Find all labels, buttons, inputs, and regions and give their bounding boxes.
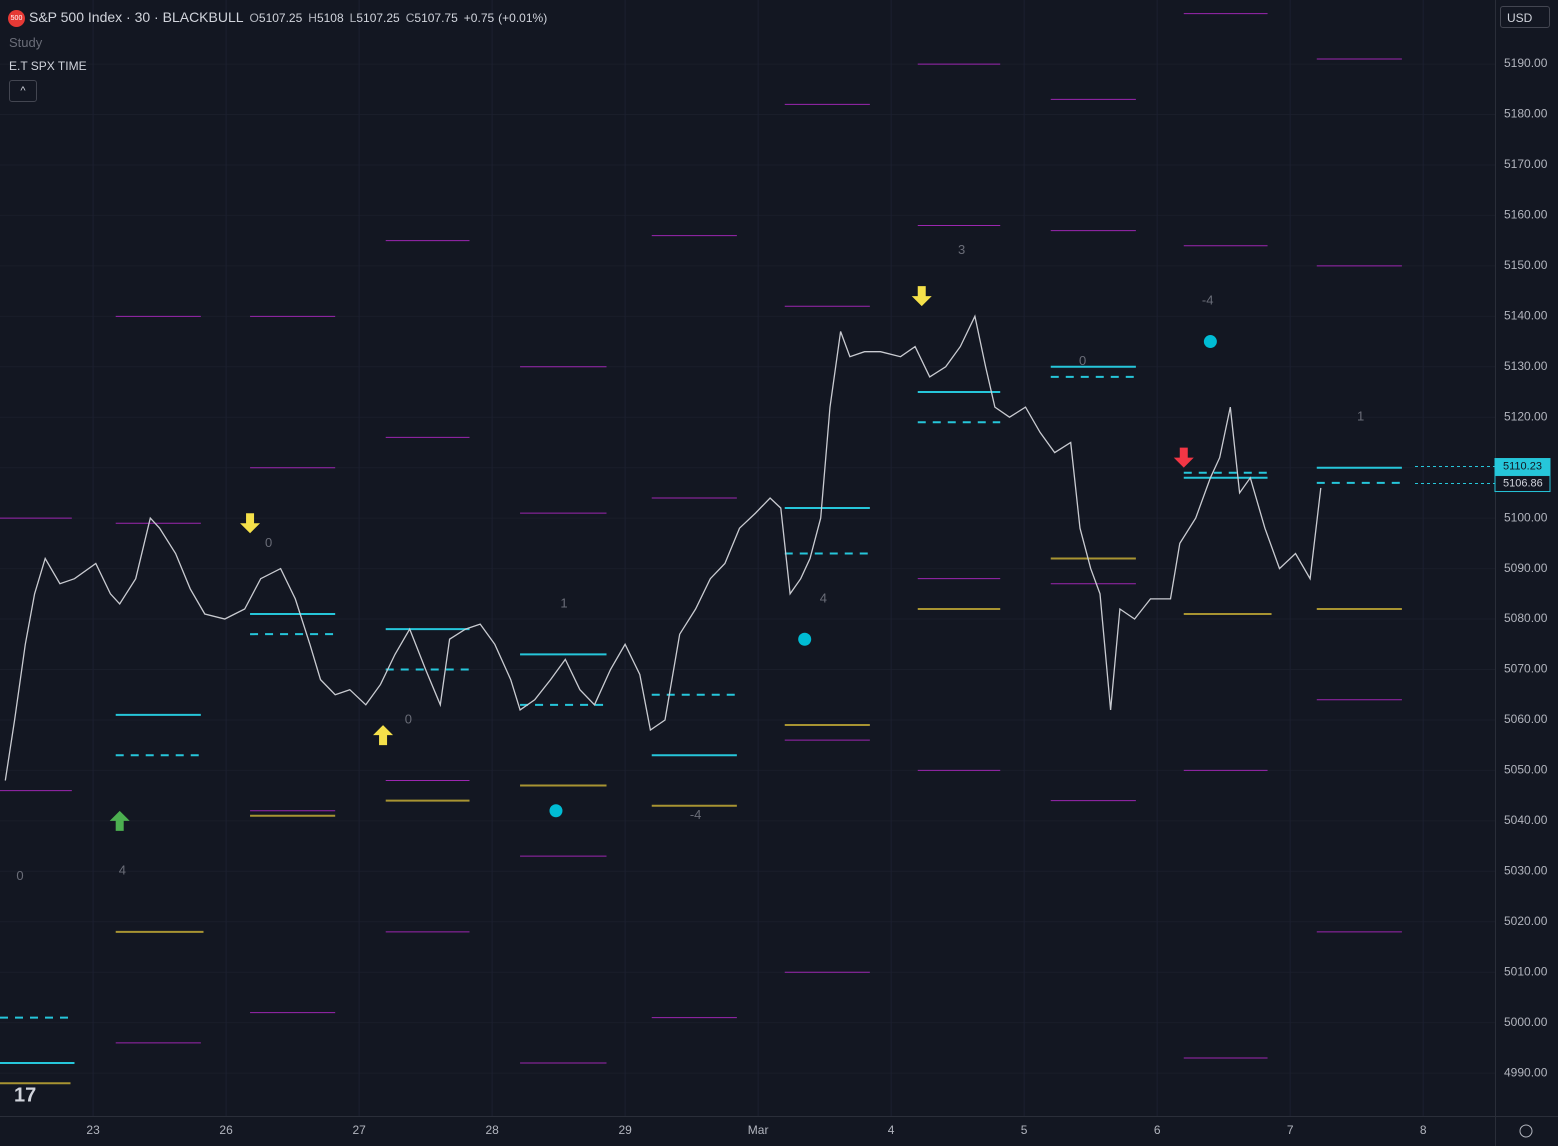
- collapse-button[interactable]: ^: [9, 80, 37, 102]
- currency-button[interactable]: USD: [1500, 6, 1550, 28]
- change-pct: (+0.01%): [498, 11, 548, 25]
- count-label: 0: [405, 711, 412, 726]
- count-label: 3: [958, 242, 965, 257]
- x-tick-label: 28: [485, 1123, 499, 1137]
- x-tick-label: 7: [1287, 1123, 1294, 1137]
- ohlc-item: H5108: [308, 11, 343, 25]
- x-tick-label: 5: [1021, 1123, 1028, 1137]
- x-tick-label: 26: [219, 1123, 233, 1137]
- ohlc-item: O5107.25: [250, 11, 303, 25]
- count-label: -4: [1202, 293, 1214, 308]
- indicator-label[interactable]: E.T SPX TIME: [9, 59, 87, 73]
- y-tick-label: 5190.00: [1504, 56, 1548, 70]
- signal-arrow: [911, 286, 932, 307]
- y-tick-label: 5080.00: [1504, 611, 1548, 625]
- x-tick-label: Mar: [748, 1123, 769, 1137]
- change: +0.75: [463, 11, 495, 25]
- count-label: 4: [820, 590, 827, 605]
- y-tick-label: 5160.00: [1504, 208, 1548, 222]
- ohlc-value: 5107.75: [414, 11, 458, 25]
- signal-arrow: [240, 513, 261, 534]
- ohlc-item: C5107.75: [406, 11, 458, 25]
- y-tick-label: 5100.00: [1504, 510, 1548, 524]
- y-tick-label: 5070.00: [1504, 662, 1548, 676]
- count-label: 1: [1357, 409, 1364, 424]
- y-tick-label: 5060.00: [1504, 712, 1548, 726]
- y-tick-label: 5040.00: [1504, 813, 1548, 827]
- ohlc-value: 5107.25: [258, 11, 303, 25]
- signal-dot: [549, 804, 563, 818]
- price-tag: [1494, 475, 1551, 493]
- y-tick-label: 4990.00: [1504, 1065, 1548, 1079]
- plot-area: [0, 0, 1495, 1116]
- price-tag-label: 5110.23: [1503, 460, 1542, 472]
- count-label: 0: [16, 868, 23, 883]
- ohlc: O5107.25 H5108 L5107.25 C5107.75 +0.75 (+0.01…: [244, 9, 548, 25]
- signal-arrow: [109, 810, 130, 831]
- price-tag-label: 5106.86: [1503, 477, 1543, 489]
- ohlc-value: 5108: [316, 11, 344, 25]
- y-tick-label: 5050.00: [1504, 763, 1548, 777]
- y-tick-label: 5120.00: [1504, 409, 1548, 423]
- signal-arrow: [1173, 447, 1194, 468]
- y-tick-label: 5180.00: [1504, 107, 1548, 121]
- y-tick-label: 5030.00: [1504, 863, 1548, 877]
- ohlc-key: O: [249, 11, 259, 25]
- count-label: 0: [265, 535, 272, 550]
- y-tick-label: 5020.00: [1504, 914, 1548, 928]
- signal-dot: [798, 632, 812, 646]
- title: S&P 500 Index · 30 · BLACKBULL: [29, 9, 244, 25]
- ohlc-key: L: [349, 11, 357, 25]
- ohlc-item: L5107.25: [350, 11, 400, 25]
- count-label: 4: [119, 863, 126, 878]
- y-tick-label: 5150.00: [1504, 258, 1548, 272]
- study-label[interactable]: Study: [9, 35, 43, 50]
- x-tick-label: 23: [86, 1123, 100, 1137]
- settings-icon[interactable]: [1519, 1124, 1533, 1138]
- ohlc-value: 5107.25: [356, 11, 400, 25]
- x-tick-label: 4: [888, 1123, 895, 1137]
- y-tick-label: 5140.00: [1504, 309, 1548, 323]
- signal-arrow: [373, 725, 394, 746]
- x-tick-label: 8: [1420, 1123, 1427, 1137]
- legend: 500 S&P 500 Index · 30 · BLACKBULL O5107.2…: [8, 9, 547, 27]
- x-tick-label: 29: [618, 1123, 632, 1137]
- x-tick-label: 6: [1154, 1123, 1161, 1137]
- symbol-badge: 500: [8, 9, 25, 27]
- count-label: 0: [1079, 353, 1086, 368]
- price-tag: [1494, 458, 1551, 476]
- ohlc-key: H: [308, 11, 317, 25]
- x-tick-label: 27: [352, 1123, 366, 1137]
- count-label: -4: [690, 807, 702, 822]
- y-tick-label: 5090.00: [1504, 561, 1548, 575]
- signal-dot: [1203, 335, 1217, 349]
- y-tick-label: 5010.00: [1504, 964, 1548, 978]
- tv-logo: 17: [14, 1084, 36, 1106]
- y-tick-label: 5000.00: [1504, 1015, 1548, 1029]
- ohlc-key: C: [405, 11, 415, 25]
- y-tick-label: 5130.00: [1504, 359, 1548, 373]
- price-line: [4, 314, 1322, 781]
- y-tick-label: 5170.00: [1504, 157, 1548, 171]
- count-label: 1: [560, 595, 567, 610]
